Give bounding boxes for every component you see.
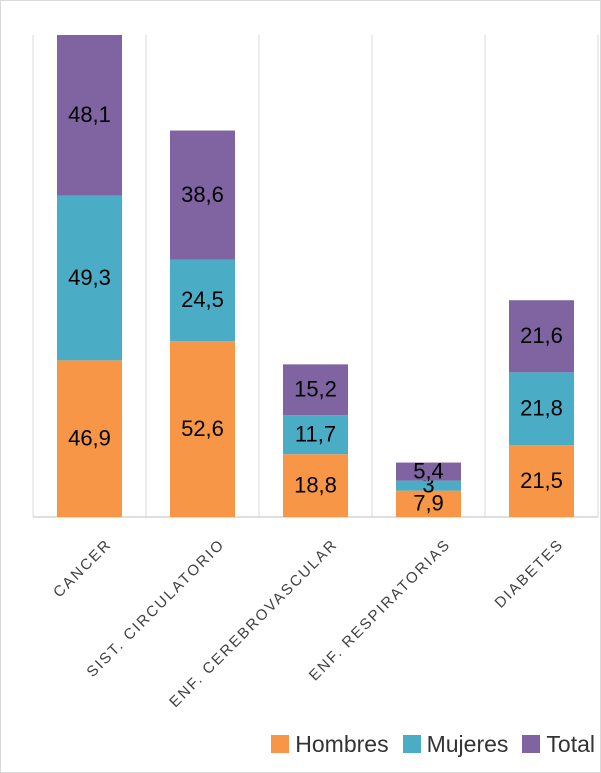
data-label-total: 21,6 (520, 323, 563, 348)
bar-segment-mujeres (170, 259, 235, 342)
data-label-total: 48,1 (68, 102, 111, 127)
data-label-mujeres: 24,5 (181, 287, 224, 312)
data-label-mujeres: 11,7 (295, 421, 336, 446)
legend-swatch-mujeres (402, 735, 421, 753)
bar-segment-total (170, 130, 235, 260)
bar-segment-hombres (283, 454, 348, 517)
bar-segment-hombres (396, 490, 461, 517)
data-label-total: 38,6 (181, 182, 224, 207)
bar-segment-hombres (509, 445, 574, 517)
legend-swatch-total (522, 735, 541, 753)
category-label: CANCER (50, 536, 115, 601)
legend-item-hombres: Hombres (271, 730, 389, 758)
legend-swatch-hombres (271, 735, 290, 753)
bar-segment-total (57, 35, 122, 196)
legend-label-mujeres: Mujeres (426, 730, 509, 757)
legend: Hombres Mujeres Total (271, 728, 595, 760)
data-label-hombres: 18,8 (294, 472, 337, 497)
bar-segment-mujeres (396, 480, 461, 491)
bar-segment-mujeres (283, 415, 348, 455)
bar-segment-hombres (57, 360, 122, 517)
data-label-total: 15,2 (294, 377, 337, 402)
bar-segment-total (509, 300, 574, 373)
data-label-mujeres: 49,3 (68, 265, 111, 290)
data-label-hombres: 52,6 (181, 416, 224, 441)
bar-segment-total (396, 462, 461, 481)
legend-label-hombres: Hombres (295, 730, 389, 757)
legend-item-mujeres: Mujeres (402, 730, 509, 758)
bar-segment-total (283, 364, 348, 416)
bar-segment-mujeres (57, 195, 122, 361)
data-label-hombres: 7,9 (413, 491, 444, 516)
bar-segment-mujeres (509, 372, 574, 446)
legend-label-total: Total (546, 730, 595, 757)
legend-item-total: Total (522, 731, 595, 758)
bar-segment-hombres (170, 341, 235, 517)
data-label-hombres: 21,5 (520, 468, 563, 493)
data-label-total: 5,4 (413, 458, 444, 483)
category-label: DIABETES (492, 536, 568, 612)
data-label-mujeres: 21,8 (520, 396, 563, 421)
data-label-hombres: 46,9 (68, 425, 111, 450)
